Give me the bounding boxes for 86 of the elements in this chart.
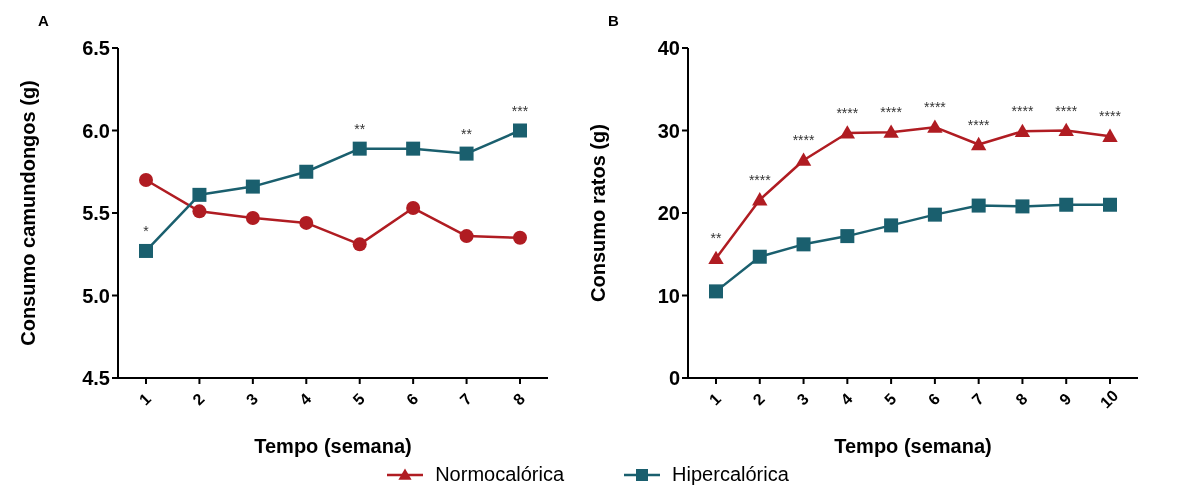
point — [708, 250, 724, 264]
annotation: ** — [461, 125, 473, 142]
annotation: **** — [1099, 108, 1122, 125]
point — [513, 123, 527, 138]
point — [406, 141, 421, 156]
x-tick-label: 8 — [1012, 389, 1031, 409]
point — [245, 179, 260, 194]
y-tick-label: 20 — [657, 202, 680, 225]
point — [406, 201, 421, 216]
point — [192, 187, 207, 202]
x-tick-label: 7 — [968, 389, 987, 409]
annotation: **** — [923, 99, 947, 116]
x-tick-label: 7 — [456, 389, 475, 409]
y-tick-label: 6.5 — [82, 37, 110, 60]
point — [1058, 122, 1074, 137]
annotation: ** — [354, 120, 366, 137]
x-tick-label: 10 — [1096, 386, 1122, 412]
annotation: ** — [710, 230, 722, 247]
x-tick-label: 1 — [705, 389, 725, 409]
annotation: **** — [748, 171, 772, 188]
point — [927, 119, 943, 133]
point — [1015, 199, 1030, 214]
y-axis-title: Consumo ratos (g) — [587, 124, 610, 302]
annotation: **** — [836, 104, 859, 121]
point — [840, 229, 855, 244]
x-axis-title: Tempo (semana) — [254, 435, 412, 457]
annotation: **** — [1055, 102, 1078, 119]
point — [245, 210, 260, 225]
annotation: **** — [880, 104, 903, 121]
point — [352, 237, 367, 252]
point — [795, 152, 812, 166]
annotation: **** — [1011, 103, 1034, 120]
legend-label: Normocalórica — [435, 463, 565, 486]
x-tick-label: 6 — [403, 389, 422, 409]
y-tick-label: 10 — [657, 284, 680, 307]
point — [1102, 128, 1118, 142]
point — [970, 136, 987, 151]
point — [1059, 197, 1074, 212]
point — [513, 230, 527, 245]
point — [884, 218, 899, 233]
annotation: * — [143, 222, 150, 239]
point — [709, 284, 723, 299]
point — [352, 141, 367, 156]
y-tick-label: 6.0 — [82, 119, 110, 142]
x-tick-label: 9 — [1056, 389, 1075, 409]
y-tick-label: 40 — [657, 37, 680, 60]
point — [927, 207, 942, 222]
y-axis-title: Consumo camundongos (g) — [17, 80, 40, 346]
x-tick-label: 6 — [924, 389, 944, 409]
point — [192, 204, 207, 219]
x-tick-label: 3 — [793, 389, 812, 409]
point — [299, 215, 314, 230]
point — [752, 192, 768, 206]
point — [299, 164, 314, 179]
point — [752, 249, 767, 264]
chart-title: A — [38, 12, 49, 29]
chart-title: B — [608, 12, 619, 29]
x-axis-title: Tempo (semana) — [834, 435, 992, 457]
x-tick-label: 1 — [135, 389, 155, 409]
x-tick-label: 3 — [242, 389, 262, 409]
point — [796, 237, 811, 252]
point — [1014, 123, 1031, 137]
legend-label: Hipercalórica — [672, 463, 789, 486]
point — [459, 146, 474, 161]
y-tick-label: 5.0 — [82, 284, 110, 307]
point — [971, 198, 986, 213]
point — [139, 173, 153, 187]
point — [839, 125, 856, 139]
x-tick-label: 4 — [296, 389, 315, 409]
x-tick-label: 5 — [349, 389, 369, 409]
point — [139, 243, 153, 258]
x-tick-label: 8 — [509, 389, 529, 409]
y-tick-label: 5.5 — [82, 202, 110, 225]
y-tick-label: 4.5 — [82, 367, 110, 390]
point — [883, 124, 899, 138]
annotation: *** — [511, 102, 529, 119]
annotation: **** — [967, 116, 991, 133]
point — [1103, 197, 1117, 212]
y-tick-label: 0 — [668, 367, 680, 390]
x-tick-label: 4 — [837, 389, 856, 409]
annotation: **** — [792, 132, 815, 149]
y-tick-label: 30 — [657, 119, 680, 142]
x-tick-label: 2 — [749, 389, 769, 409]
x-tick-label: 5 — [881, 389, 900, 409]
point — [459, 229, 474, 244]
x-tick-label: 2 — [189, 389, 208, 409]
